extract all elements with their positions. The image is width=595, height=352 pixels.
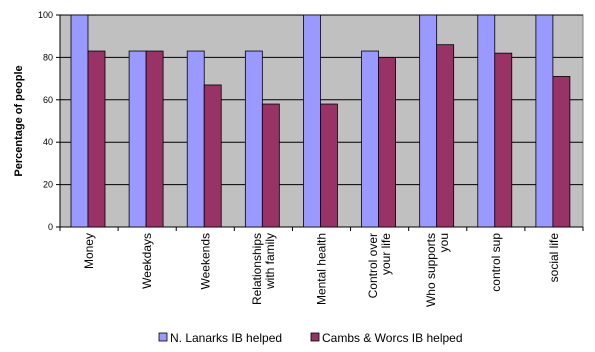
- bar-n-lanarks-7: [477, 14, 496, 228]
- category-label: Who supports: [424, 233, 438, 307]
- y-tick-label: 40: [43, 137, 53, 147]
- bar-n-lanarks-0: [70, 14, 89, 228]
- category-label: social life: [547, 233, 561, 283]
- legend-label: Cambs & Worcs IB helped: [322, 331, 463, 345]
- category-label: Weekends: [198, 233, 212, 289]
- bar-cambs-worcs-2: [203, 84, 222, 228]
- y-tick-label: 80: [43, 52, 53, 62]
- y-tick-label: 60: [43, 95, 53, 105]
- bar-cambs-worcs-1: [145, 50, 164, 228]
- bar-n-lanarks-2: [186, 50, 205, 228]
- category-label: Relationships: [250, 233, 264, 305]
- bar-n-lanarks-6: [419, 14, 438, 228]
- bar-cambs-worcs-3: [261, 103, 280, 228]
- category-label: Mental health: [315, 233, 329, 305]
- category-label: control sup: [489, 233, 503, 292]
- legend-label: N. Lanarks IB helped: [170, 331, 282, 345]
- category-label: Money: [82, 233, 96, 269]
- legend-swatch: [310, 332, 320, 342]
- category-label: you: [437, 233, 451, 252]
- bar-n-lanarks-3: [244, 50, 263, 228]
- bar-cambs-worcs-5: [378, 57, 396, 228]
- bar-cambs-worcs-4: [320, 103, 338, 228]
- legend-swatch: [158, 332, 168, 342]
- category-label: Weekdays: [140, 233, 154, 289]
- y-tick-label: 0: [48, 222, 53, 232]
- bar-cambs-worcs-7: [494, 52, 513, 228]
- bar-n-lanarks-1: [128, 50, 147, 228]
- category-label: with family: [263, 233, 277, 290]
- y-tick-label: 100: [38, 10, 53, 20]
- bar-cambs-worcs-0: [87, 50, 106, 228]
- bar-n-lanarks-5: [361, 50, 379, 228]
- bar-n-lanarks-4: [303, 14, 321, 228]
- bar-n-lanarks-8: [535, 14, 554, 228]
- y-tick-label: 20: [43, 180, 53, 190]
- category-label: your life: [379, 233, 393, 275]
- bar-cambs-worcs-8: [552, 76, 571, 228]
- bar-cambs-worcs-6: [436, 44, 455, 228]
- y-axis-title: Percentage of people: [13, 65, 25, 176]
- category-label: Control over: [366, 233, 380, 298]
